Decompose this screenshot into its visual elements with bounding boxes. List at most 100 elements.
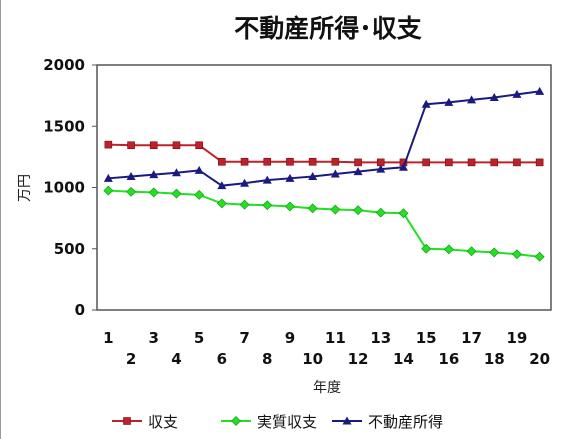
data-point: [285, 201, 295, 212]
x-tick-label: 14: [393, 350, 414, 368]
data-point: [330, 169, 340, 178]
legend-label: 実質収支: [257, 413, 317, 431]
legend-marker: [231, 416, 241, 426]
series-2: [103, 185, 545, 262]
data-point: [443, 244, 454, 255]
x-axis-label: 年度: [313, 380, 341, 396]
data-point: [218, 157, 226, 166]
data-point: [444, 97, 454, 106]
data-point: [398, 162, 408, 171]
data-point: [375, 207, 386, 218]
legend-label: 収支: [148, 413, 178, 431]
x-tick-label: 15: [416, 329, 437, 347]
x-tick-label: 17: [461, 329, 482, 347]
legend-item-2: 実質収支: [221, 413, 317, 431]
data-point: [194, 189, 205, 200]
data-point: [126, 186, 136, 197]
data-point: [262, 200, 273, 211]
data-point: [286, 157, 294, 166]
data-point: [353, 167, 363, 176]
data-point: [512, 249, 522, 260]
data-point: [308, 157, 317, 166]
data-point: [467, 95, 477, 104]
data-point: [263, 157, 272, 166]
data-point: [490, 158, 499, 167]
data-point: [466, 246, 477, 257]
x-tick-label: 6: [217, 350, 227, 368]
x-tick-label: 9: [285, 329, 295, 347]
data-point: [127, 141, 135, 150]
data-point: [216, 198, 227, 209]
data-point: [445, 158, 453, 167]
data-point: [172, 141, 181, 150]
data-point: [535, 158, 544, 167]
data-point: [104, 140, 113, 149]
data-point: [421, 99, 431, 108]
chart-title: 不動産所得･収支: [234, 14, 422, 43]
x-tick-label: 5: [194, 329, 204, 347]
x-tick-label: 13: [370, 329, 391, 347]
series-3: [103, 86, 545, 190]
data-point: [240, 178, 250, 187]
data-point: [489, 92, 499, 101]
data-point: [171, 168, 181, 177]
legend-item-1: 収支: [112, 413, 178, 431]
data-point: [149, 141, 158, 150]
data-point: [512, 89, 522, 98]
x-tick-label: 16: [438, 350, 459, 368]
series-line: [108, 90, 540, 187]
data-point: [308, 171, 318, 180]
x-tick-label: 11: [325, 329, 346, 347]
data-point: [103, 185, 114, 196]
y-tick-label: 2000: [43, 56, 85, 74]
data-point: [217, 181, 227, 190]
data-point: [376, 164, 386, 173]
data-point: [194, 165, 204, 174]
data-point: [126, 171, 136, 180]
x-tick-label: 1: [103, 329, 113, 347]
data-point: [262, 175, 272, 184]
y-tick-label: 0: [75, 301, 85, 319]
legend-item-3: 不動産所得: [332, 413, 443, 431]
legend-marker: [342, 416, 352, 425]
data-point: [148, 187, 159, 198]
data-point: [534, 251, 545, 262]
y-axis-label: 万円: [17, 174, 33, 202]
x-tick-label: 8: [262, 350, 272, 368]
data-point: [240, 157, 249, 166]
y-tick-label: 1000: [43, 179, 85, 197]
data-point: [307, 203, 318, 214]
y-tick-label: 1500: [43, 117, 85, 135]
data-point: [330, 204, 341, 215]
left-border: [0, 0, 1, 439]
legend-label: 不動産所得: [368, 413, 443, 431]
data-point: [331, 157, 340, 166]
data-point: [103, 173, 113, 182]
x-tick-label: 10: [302, 350, 323, 368]
x-tick-label: 19: [507, 329, 528, 347]
data-point: [421, 243, 432, 254]
data-point: [422, 158, 430, 167]
plot-area: [96, 64, 552, 311]
data-point: [285, 173, 295, 182]
data-point: [535, 86, 545, 95]
y-tick-label: 500: [54, 240, 85, 258]
x-tick-label: 2: [126, 350, 136, 368]
legend: 収支 実質収支 不動産所得: [112, 413, 443, 431]
data-point: [149, 170, 159, 179]
x-tick-label: 12: [348, 350, 369, 368]
data-point: [513, 158, 521, 167]
x-tick-label: 3: [149, 329, 159, 347]
data-point: [467, 158, 476, 167]
x-tick-label: 7: [239, 329, 249, 347]
data-point: [239, 199, 250, 210]
series-1: [104, 140, 544, 167]
data-point: [195, 141, 203, 150]
data-point: [489, 247, 500, 258]
legend-marker: [123, 417, 131, 425]
x-tick-label: 20: [529, 350, 550, 368]
data-point: [353, 205, 363, 216]
data-point: [354, 158, 362, 167]
